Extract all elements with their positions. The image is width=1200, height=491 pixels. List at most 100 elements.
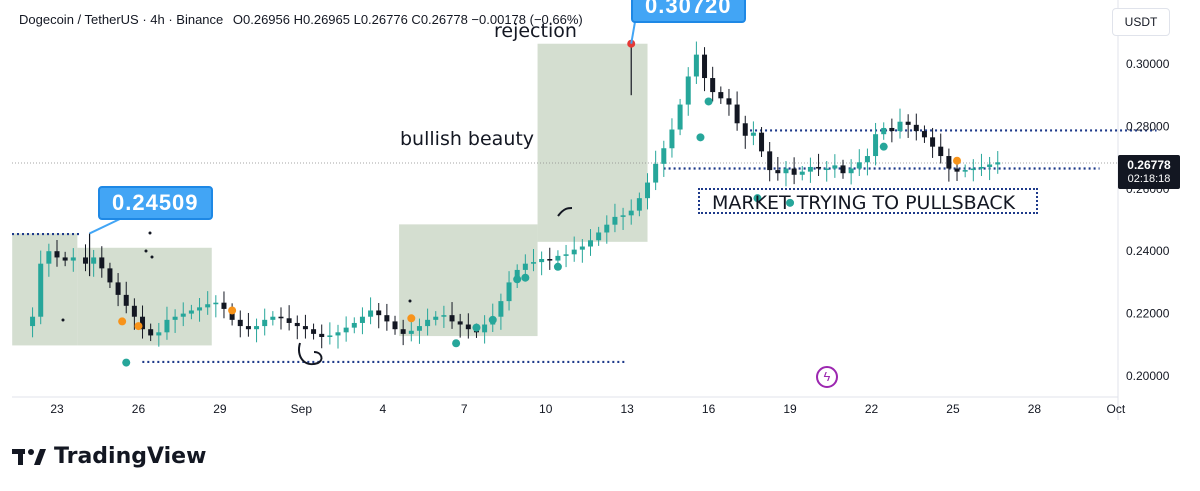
hand-drawings — [61, 15, 637, 366]
candle-body — [351, 322, 357, 328]
x-tick-label: 10 — [539, 402, 553, 416]
x-tick-label: 13 — [620, 402, 634, 416]
candle-body — [604, 224, 610, 233]
signal-dot — [513, 275, 522, 284]
y-tick-label: 0.20000 — [1126, 369, 1170, 383]
candle-body — [921, 131, 927, 138]
candle-body — [978, 166, 984, 169]
candle-body — [311, 329, 317, 334]
candle-body — [425, 319, 431, 327]
candle-body — [938, 146, 944, 157]
candle-body — [750, 132, 756, 136]
zone-1 — [77, 247, 212, 346]
candle-body — [873, 134, 879, 157]
x-tick-label: 22 — [865, 402, 879, 416]
candle-body — [237, 319, 243, 327]
x-tick-label: 25 — [946, 402, 960, 416]
candle-body — [262, 319, 268, 327]
zone-0 — [12, 233, 78, 346]
signal-dot — [786, 198, 795, 207]
candle-body — [661, 148, 667, 164]
candle-body — [278, 316, 284, 319]
candle-body — [449, 315, 455, 322]
candle-body — [327, 335, 333, 337]
candle-body — [441, 315, 447, 317]
candle-body — [791, 168, 797, 175]
candle-body — [270, 316, 276, 320]
candle-body — [571, 249, 577, 255]
last-price: 0.26778 — [1127, 158, 1171, 172]
candle-body — [783, 168, 789, 174]
candle-body — [83, 257, 89, 264]
candle-body — [612, 216, 618, 225]
candle-body — [930, 137, 936, 147]
candle-body — [172, 316, 178, 320]
signal-dot — [134, 322, 143, 331]
candle-body — [506, 282, 512, 302]
hand-drawn-squiggle — [557, 207, 573, 217]
candle-body — [579, 246, 585, 250]
x-tick-label: 19 — [783, 402, 797, 416]
rejection-note: rejection — [494, 20, 577, 42]
candle-body — [197, 307, 203, 311]
candle-body — [718, 92, 724, 99]
candle-body — [832, 165, 838, 169]
candle-body — [465, 324, 471, 330]
hand-drawn-curve — [298, 342, 323, 366]
candle-body — [816, 166, 822, 169]
candle-body — [563, 254, 569, 256]
candle-body — [131, 305, 137, 317]
brand-name: TradingView — [54, 444, 207, 469]
candle-body — [840, 165, 846, 174]
y-tick-label: 0.30000 — [1126, 57, 1170, 71]
candle-body — [70, 257, 76, 261]
x-tick-label: 29 — [213, 402, 227, 416]
candle-body — [889, 127, 895, 132]
candle-body — [970, 168, 976, 171]
candle-body — [824, 168, 830, 171]
signal-dot — [407, 314, 416, 323]
candle-body — [767, 151, 773, 171]
candle-body — [693, 54, 699, 77]
signal-dot — [452, 339, 461, 348]
candle-body — [856, 162, 862, 169]
candle-body — [775, 170, 781, 174]
candle-body — [46, 251, 52, 264]
x-tick-label: 26 — [132, 402, 146, 416]
x-tick-label: 7 — [461, 402, 468, 416]
candles — [30, 41, 1001, 349]
candle-body — [677, 104, 683, 130]
candle-body — [498, 301, 504, 317]
market-note: MARKET TRYING TO PULLSBACK — [698, 188, 1038, 214]
candle-body — [482, 324, 488, 333]
candle-body — [905, 121, 911, 125]
candle-body — [522, 263, 528, 270]
tradingview-logo[interactable]: TradingView — [12, 444, 206, 469]
signal-dot — [228, 306, 237, 315]
axes: 23 26 29 Sep 4 7 10 13 16 19 22 25 28 Oct 0.30000 0.280… — [50, 57, 1169, 416]
high-price-callout: 0.30720 — [631, 0, 746, 23]
last-price-tag: 0.26778 02:18:18 — [1118, 155, 1180, 189]
x-tick-label: Oct — [1107, 402, 1126, 416]
signal-dot — [753, 194, 762, 203]
candle-body — [555, 255, 561, 261]
candle-body — [38, 263, 44, 317]
lightning-icon[interactable]: ϟ — [816, 366, 838, 388]
zone-3 — [537, 43, 648, 242]
candle-body — [848, 168, 854, 174]
candle-body — [286, 318, 292, 323]
candle-body — [530, 262, 536, 264]
candle-body — [54, 251, 60, 258]
candle-body — [620, 215, 626, 217]
candle-body — [156, 332, 162, 336]
currency-selector[interactable]: USDT — [1112, 8, 1170, 36]
symbol-title[interactable]: Dogecoin / TetherUS · 4h · Binance — [19, 12, 224, 27]
candle-body — [376, 310, 382, 316]
candle-body — [408, 330, 414, 334]
x-tick-label: 23 — [50, 402, 64, 416]
candle-body — [954, 168, 960, 172]
chart-dot — [144, 249, 148, 253]
candle-body — [115, 282, 121, 295]
signal-dot — [488, 315, 497, 324]
